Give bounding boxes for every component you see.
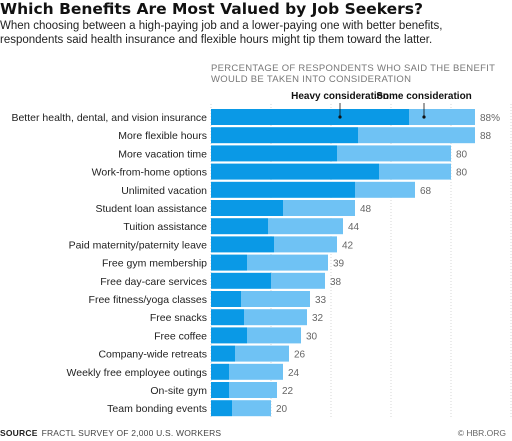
bar-some-consideration bbox=[232, 400, 271, 417]
bar-heavy-consideration bbox=[211, 218, 268, 235]
category-label: On-site gym bbox=[150, 385, 207, 397]
category-label: Student loan assistance bbox=[96, 203, 208, 215]
value-label: 32 bbox=[312, 313, 324, 324]
bar-some-consideration bbox=[358, 127, 475, 144]
category-label: Paid maternity/paternity leave bbox=[69, 239, 207, 251]
source-text: FRACTL SURVEY OF 2,000 U.S. WORKERS bbox=[41, 428, 222, 438]
bar-heavy-consideration bbox=[211, 145, 337, 162]
bar-some-consideration bbox=[379, 163, 451, 180]
category-label: Tuition assistance bbox=[123, 221, 207, 233]
source-note: SOURCE FRACTL SURVEY OF 2,000 U.S. WORKER… bbox=[0, 428, 221, 438]
bar-heavy-consideration bbox=[211, 309, 244, 326]
value-label: 33 bbox=[315, 295, 327, 306]
bar-heavy-consideration bbox=[211, 382, 229, 398]
bar-heavy-consideration bbox=[211, 127, 358, 144]
bar-heavy-consideration bbox=[211, 291, 241, 307]
category-label: Unlimited vacation bbox=[121, 185, 207, 197]
value-label: 26 bbox=[294, 350, 306, 361]
bar-heavy-consideration bbox=[211, 327, 247, 344]
category-label: More vacation time bbox=[118, 148, 207, 160]
legend-pointer-dot-heavy bbox=[338, 115, 342, 119]
value-label: 88 bbox=[480, 131, 492, 142]
bar-some-consideration bbox=[229, 382, 277, 398]
bar-some-consideration bbox=[235, 345, 289, 362]
legend-some-consideration: Some consideration bbox=[376, 91, 472, 102]
bar-heavy-consideration bbox=[211, 181, 355, 198]
bar-heavy-consideration bbox=[211, 109, 409, 125]
category-label: Free day-care services bbox=[100, 276, 207, 288]
bar-heavy-consideration bbox=[211, 163, 379, 180]
chart-title: Which Benefits Are Most Valued by Job Se… bbox=[0, 0, 424, 18]
value-label: 44 bbox=[348, 222, 360, 233]
bar-some-consideration bbox=[268, 218, 343, 235]
stacked-bar-chart: PERCENTAGE OF RESPONDENTS WHO SAID THE B… bbox=[11, 63, 512, 419]
value-label: 38 bbox=[330, 277, 342, 288]
axis-header-line: PERCENTAGE OF RESPONDENTS WHO SAID THE B… bbox=[211, 63, 495, 74]
value-label: 42 bbox=[342, 240, 354, 251]
category-label: Work-from-home options bbox=[92, 167, 207, 179]
bar-heavy-consideration bbox=[211, 400, 232, 417]
value-label: 88% bbox=[480, 113, 500, 124]
bar-some-consideration bbox=[229, 363, 283, 380]
bar-some-consideration bbox=[337, 145, 451, 162]
bar-heavy-consideration bbox=[211, 236, 274, 253]
value-label: 48 bbox=[360, 204, 372, 215]
bar-some-consideration bbox=[247, 254, 328, 271]
bar-some-consideration bbox=[409, 109, 475, 125]
category-label: Free fitness/yoga classes bbox=[89, 294, 207, 306]
bar-some-consideration bbox=[283, 200, 355, 216]
bar-some-consideration bbox=[241, 291, 310, 307]
bar-some-consideration bbox=[274, 236, 337, 253]
bar-some-consideration bbox=[271, 272, 325, 289]
bar-some-consideration bbox=[244, 309, 307, 326]
category-label: Weekly free employee outings bbox=[67, 367, 207, 379]
value-label: 24 bbox=[288, 368, 300, 379]
category-label: Free gym membership bbox=[102, 258, 207, 270]
legend-pointer-dot-some bbox=[422, 115, 426, 119]
category-label: Team bonding events bbox=[107, 403, 207, 415]
bar-heavy-consideration bbox=[211, 363, 229, 380]
axis-header-line: WOULD BE TAKEN INTO CONSIDERATION bbox=[211, 74, 411, 85]
legend-heavy-consideration: Heavy consideration bbox=[291, 91, 389, 102]
value-label: 20 bbox=[276, 404, 288, 415]
value-label: 80 bbox=[456, 168, 468, 179]
bar-heavy-consideration bbox=[211, 200, 283, 216]
bar-some-consideration bbox=[355, 181, 415, 198]
bar-heavy-consideration bbox=[211, 345, 235, 362]
value-label: 22 bbox=[282, 386, 294, 397]
credit-label: © HBR.ORG bbox=[457, 428, 506, 438]
value-label: 39 bbox=[333, 259, 345, 270]
category-label: Better health, dental, and vision insura… bbox=[11, 112, 207, 124]
category-label: Free snacks bbox=[150, 312, 207, 324]
value-label: 30 bbox=[306, 331, 318, 342]
source-label: SOURCE bbox=[0, 428, 38, 438]
value-label: 80 bbox=[456, 149, 468, 160]
bar-heavy-consideration bbox=[211, 254, 247, 271]
value-label: 68 bbox=[420, 186, 432, 197]
chart-subtitle: When choosing between a high-paying job … bbox=[0, 20, 443, 46]
category-label: More flexible hours bbox=[118, 130, 207, 142]
category-label: Company-wide retreats bbox=[98, 349, 207, 361]
bar-some-consideration bbox=[247, 327, 301, 344]
bar-heavy-consideration bbox=[211, 272, 271, 289]
category-label: Free coffee bbox=[154, 330, 207, 342]
